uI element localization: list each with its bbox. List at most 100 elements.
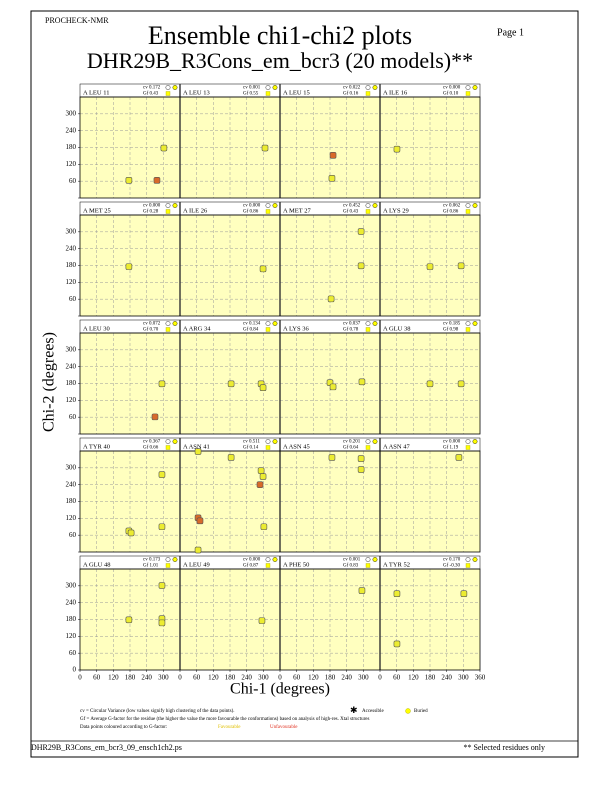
cv-icon [165,557,171,562]
y-tick-label: 300 [66,463,77,471]
note-favourable: Favourable [218,725,241,730]
data-point [158,582,166,589]
panel-title: A TYR 52 [383,561,410,568]
data-point [393,640,401,648]
cv-icon [465,321,471,326]
buried-icon [272,439,278,444]
gf-icon [265,327,271,332]
plot-frame [79,332,481,435]
panel-gf: Gf 0.84 [243,328,259,333]
panel-cv: cv 0.170 [443,558,461,563]
footer-file: DHR29B_R3Cons_em_bcr3_09_ensch1ch2.ps [31,743,182,752]
panel-title: A TYR 40 [83,443,110,450]
y-tick-label: 60 [69,295,77,303]
x-tick-label: 120 [308,674,319,682]
x-tick-label: 120 [408,674,419,682]
cv-icon [265,85,271,90]
cv-icon [365,203,371,208]
subtitle: DHR29B_R3Cons_em_bcr3 (20 models)** [87,48,473,73]
y-tick-label: 60 [69,649,77,657]
panel-cv: cv 0.173 [143,558,161,563]
panel-cv: cv 0.001 [343,558,361,563]
y-tick-label: 180 [66,497,77,505]
panel-cv: cv 0.452 [343,204,361,209]
data-point [329,383,337,391]
y-tick-label: 120 [66,278,77,286]
buried-icon [172,321,178,326]
panel-cv: cv 0.201 [343,440,361,445]
panel-cv: cv 0.001 [243,86,261,91]
buried-icon [272,85,278,90]
gf-icon [165,209,171,214]
y-tick-label: 120 [66,396,77,404]
panel-cv: cv 0.072 [143,322,161,327]
data-point [358,587,366,594]
note-colouring: Data points coloured according to G-fact… [80,725,167,730]
x-tick-label: 0 [378,674,382,682]
gf-icon [265,563,271,568]
gf-icon [465,209,471,214]
panel-cv: cv 0.511 [243,440,261,445]
panel-title: A PHE 50 [283,561,309,568]
x-tick-label: 180 [125,674,136,682]
data-point [328,175,336,182]
cv-icon [265,203,271,208]
data-point [158,471,166,478]
data-point [151,413,159,421]
y-tick-label: 60 [69,413,77,421]
y-tick-label: 60 [69,177,77,185]
note-accessible: Accessible [362,709,384,714]
y-axis-label: Chi-2 (degrees) [41,332,58,432]
y-tick-label: 180 [66,143,77,151]
cv-icon [165,321,171,326]
buried-icon [472,557,478,562]
panel-title: A LYS 29 [383,207,409,214]
data-point [357,262,365,270]
data-point [196,517,204,525]
data-point [125,263,133,270]
gf-icon [265,445,271,450]
y-tick-label: 240 [66,244,77,252]
cv-icon [265,439,271,444]
y-tick-label: 120 [66,514,77,522]
panel-gf: Gf 1.01 [143,564,159,569]
gf-icon [365,91,371,96]
cv-icon [465,85,471,90]
data-point [194,546,202,554]
gf-icon [165,91,171,96]
cv-icon [465,439,471,444]
x-tick-label: 60 [393,674,401,682]
buried-icon [372,439,378,444]
data-point [426,380,434,388]
x-tick-label: 300 [458,674,469,682]
data-point [194,448,202,455]
panel-title: A ILE 26 [183,207,208,214]
x-tick-label: 180 [325,674,336,682]
gf-icon [165,327,171,332]
gf-icon [465,91,471,96]
data-point [328,454,336,461]
panel-cv: cv 0.000 [443,86,461,91]
panel-gf: Gf -0.30 [443,564,460,569]
y-tick-label: 240 [66,126,77,134]
title: Ensemble chi1-chi2 plots [148,21,412,50]
data-point [358,378,366,386]
cv-icon [165,203,171,208]
panel-gf: Gf 0.86 [243,210,259,215]
x-tick-label: 0 [78,674,82,682]
note-gf: Gf = Average G-factor for the residue (t… [80,717,369,722]
panel-gf: Gf 0.86 [443,210,459,215]
gf-icon [365,563,371,568]
cv-icon [365,85,371,90]
panel-title: A ASN 47 [383,443,410,450]
buried-icon [272,557,278,562]
y-tick-label: 240 [66,598,77,606]
page-border [30,10,579,758]
x-tick-label: 240 [341,674,352,682]
panel-cv: cv 0.000 [243,204,261,209]
note-unfavourable: Unfavourable [270,725,298,730]
data-point [426,263,434,270]
note-buried: Buried [414,709,428,714]
buried-icon [272,321,278,326]
data-point [227,454,235,461]
